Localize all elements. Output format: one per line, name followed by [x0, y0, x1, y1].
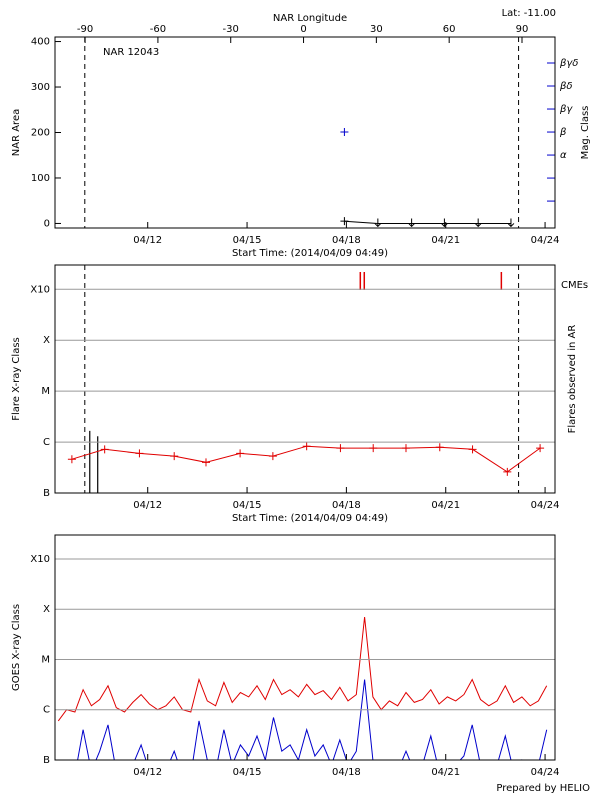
y-axis-label: NAR Area: [11, 109, 22, 156]
x-tick-label: 04/24: [531, 500, 560, 511]
y-tick-label: C: [43, 437, 50, 448]
marker: [100, 445, 109, 454]
marker: [468, 445, 477, 454]
marker: [340, 128, 349, 137]
frame: [54, 36, 556, 229]
marker: [302, 442, 311, 451]
marker: [401, 444, 410, 453]
x-tick-label: 04/15: [233, 235, 262, 246]
marker: [474, 218, 482, 228]
y-tick-label: C: [43, 705, 50, 716]
series-line: [77, 679, 548, 760]
marker: [435, 443, 444, 452]
y-tick-label: X10: [30, 554, 50, 565]
series-line: [57, 616, 548, 722]
frame: [54, 534, 556, 761]
plot-area: [57, 616, 548, 760]
x2-tick-label: 90: [516, 24, 529, 35]
x-axis-label: Start Time: (2014/04/09 04:49): [232, 513, 388, 524]
marker: [374, 218, 382, 228]
y2-axis-label: Mag. Class: [580, 106, 591, 160]
x-tick-label: 04/12: [133, 235, 162, 246]
y2-axis-label: Flares observed in AR: [567, 325, 578, 434]
y-tick-label: B: [43, 488, 50, 499]
cme-label: CMEs: [561, 280, 588, 291]
y2-tick-label: α: [560, 150, 567, 161]
x2-tick-label: -30: [223, 24, 239, 35]
y-tick-label: B: [43, 755, 50, 766]
marker: [268, 452, 277, 461]
marker: [170, 452, 179, 461]
x-tick-label: 04/12: [133, 767, 162, 778]
marker: [67, 455, 76, 464]
x-tick-label: 04/18: [332, 500, 361, 511]
marker: [369, 444, 378, 453]
y-tick-label: X10: [30, 284, 50, 295]
y-tick-label: 400: [31, 37, 50, 48]
lat-label: Lat: -11.00: [502, 8, 556, 19]
footer: Prepared by HELIO: [496, 783, 590, 794]
y2-tick-label: βγ: [559, 104, 573, 115]
marker: [503, 467, 512, 476]
annotation: NAR 12043: [103, 47, 159, 58]
marker: [340, 217, 349, 226]
x-tick-label: 04/24: [531, 767, 560, 778]
x-tick-label: 04/12: [133, 500, 162, 511]
marker: [507, 218, 515, 228]
series-line: [71, 445, 541, 473]
x2-axis-label: NAR Longitude: [273, 13, 347, 24]
marker: [408, 218, 415, 228]
y-axis-label: Flare X-ray Class: [11, 337, 22, 421]
y-axis-label: GOES X-ray Class: [11, 604, 22, 691]
plot-area: [67, 265, 545, 493]
y-tick-label: 100: [31, 173, 50, 184]
x-tick-label: 04/21: [431, 767, 460, 778]
y-tick-label: 0: [44, 218, 50, 229]
y2-tick-label: β: [559, 127, 567, 138]
y-tick-label: 200: [31, 128, 50, 139]
marker: [441, 218, 448, 228]
x-tick-label: 04/18: [332, 767, 361, 778]
x-tick-label: 04/18: [332, 235, 361, 246]
x-tick-label: 04/21: [431, 500, 460, 511]
x2-tick-label: 30: [370, 24, 383, 35]
marker: [201, 458, 210, 467]
x-tick-label: 04/24: [531, 235, 560, 246]
marker: [336, 444, 345, 453]
x2-tick-label: 60: [443, 24, 456, 35]
frame: [54, 264, 556, 494]
y-tick-label: X: [43, 335, 50, 346]
plot-area: [84, 37, 520, 228]
x-tick-label: 04/15: [233, 500, 262, 511]
x2-tick-label: -90: [77, 24, 93, 35]
marker: [236, 449, 245, 458]
x-tick-label: 04/21: [431, 235, 460, 246]
x2-tick-label: -60: [150, 24, 166, 35]
x-axis-label: Start Time: (2014/04/09 04:49): [232, 248, 388, 259]
x2-tick-label: 0: [300, 24, 306, 35]
y2-tick-label: βδ: [559, 81, 573, 92]
marker: [536, 444, 545, 453]
y-tick-label: M: [41, 654, 50, 665]
y2-tick-label: βγδ: [559, 58, 578, 69]
y-tick-label: M: [41, 386, 50, 397]
series-line: [344, 220, 511, 224]
x-tick-label: 04/15: [233, 767, 262, 778]
marker: [135, 449, 144, 458]
y-tick-label: 300: [31, 82, 50, 93]
y-tick-label: X: [43, 604, 50, 615]
